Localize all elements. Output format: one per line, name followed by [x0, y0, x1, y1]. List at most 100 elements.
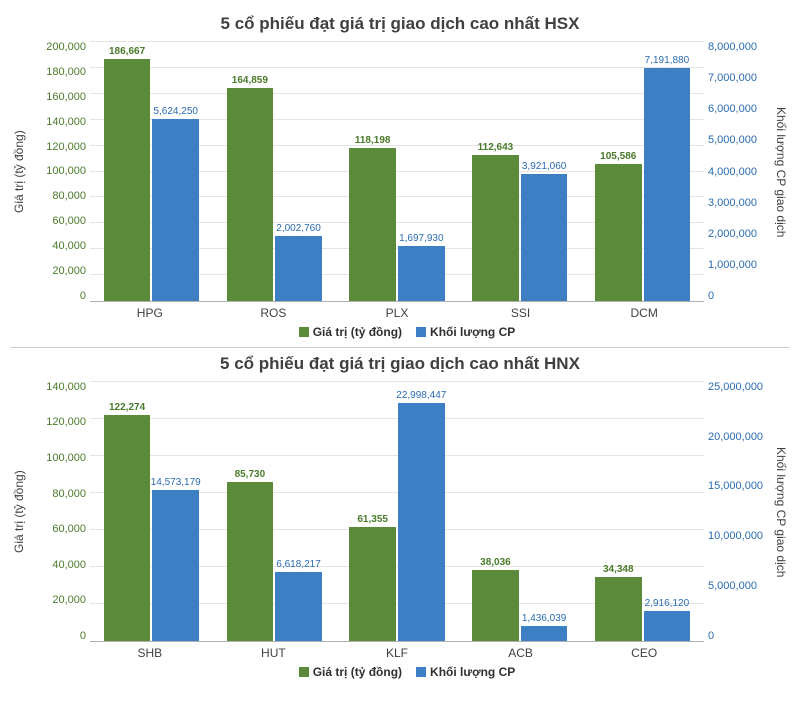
category-group: 164,8592,002,760 [213, 42, 336, 301]
bar-label: 1,436,039 [497, 613, 590, 626]
y-left-tick: 60,000 [52, 216, 86, 227]
bars-layer: 186,6675,624,250164,8592,002,760118,1981… [90, 42, 704, 301]
bar-label: 85,730 [203, 469, 296, 482]
y-right-tick: 7,000,000 [708, 73, 757, 84]
y-left-tick: 40,000 [52, 560, 86, 571]
bar-label: 164,859 [203, 75, 296, 88]
x-tick-label: PLX [335, 306, 459, 320]
category-group: 38,0361,436,039 [458, 382, 581, 641]
y-left-axis: 140,000120,000100,00080,00060,00040,0002… [28, 382, 90, 642]
bar-volume: 2,002,760 [275, 236, 322, 301]
category-group: 105,5867,191,880 [581, 42, 704, 301]
bar-value: 112,643 [472, 155, 519, 301]
y-left-label: Giá trị (tỷ đồng) [10, 42, 28, 302]
y-left-tick: 100,000 [46, 453, 86, 464]
category-group: 61,35522,998,447 [336, 382, 459, 641]
y-left-label: Giá trị (tỷ đồng) [10, 382, 28, 642]
bar-label: 186,667 [80, 46, 173, 59]
bar-volume: 14,573,179 [152, 490, 199, 641]
y-left-tick: 140,000 [46, 382, 86, 393]
y-right-tick: 8,000,000 [708, 42, 757, 53]
y-left-tick: 60,000 [52, 524, 86, 535]
bar-label: 6,618,217 [252, 559, 345, 572]
category-group: 118,1981,697,930 [336, 42, 459, 301]
charts-container: 5 cổ phiếu đạt giá trị giao dịch cao nhấ… [10, 14, 790, 679]
y-left-tick: 40,000 [52, 241, 86, 252]
category-group: 85,7306,618,217 [213, 382, 336, 641]
x-tick-label: DCM [582, 306, 706, 320]
chart-title: 5 cổ phiếu đạt giá trị giao dịch cao nhấ… [10, 14, 790, 34]
y-left-tick: 0 [80, 291, 86, 302]
bar-value: 118,198 [349, 148, 396, 301]
bar-label: 22,998,447 [375, 390, 468, 403]
bar-label: 2,916,120 [620, 598, 713, 611]
y-right-tick: 2,000,000 [708, 229, 757, 240]
chart-title: 5 cổ phiếu đạt giá trị giao dịch cao nhấ… [10, 354, 790, 374]
y-left-tick: 160,000 [46, 92, 86, 103]
y-right-tick: 20,000,000 [708, 432, 763, 443]
bar-volume: 22,998,447 [398, 403, 445, 641]
bar-volume: 2,916,120 [644, 611, 691, 641]
y-right-tick: 5,000,000 [708, 135, 757, 146]
y-right-axis: 25,000,000 20,000,000 15,000,000 10,000,000… [704, 382, 772, 642]
bar-value: 164,859 [227, 88, 274, 301]
bar-label: 1,697,930 [375, 233, 468, 246]
bar-value: 61,355 [349, 527, 396, 641]
category-group: 186,6675,624,250 [90, 42, 213, 301]
y-left-tick: 100,000 [46, 166, 86, 177]
chart-panel: 5 cổ phiếu đạt giá trị giao dịch cao nhấ… [10, 14, 790, 348]
x-tick-label: SSI [459, 306, 583, 320]
y-right-tick: 1,000,000 [708, 260, 757, 271]
plot-row: Giá trị (tỷ đồng)140,000120,000100,00080… [10, 382, 790, 642]
y-right-tick: 15,000,000 [708, 481, 763, 492]
y-right-axis: 8,000,0007,000,0006,000,0005,000,0004,00… [704, 42, 772, 302]
y-left-tick: 20,000 [52, 595, 86, 606]
legend-label: Giá trị (tỷ đồng) [313, 665, 402, 679]
chart-panel: 5 cổ phiếu đạt giá trị giao dịch cao nhấ… [10, 354, 790, 679]
x-tick-label: SHB [88, 646, 212, 660]
bar-value: 105,586 [595, 164, 642, 301]
bar-label: 34,348 [572, 564, 665, 577]
bar-label: 118,198 [326, 135, 419, 148]
category-group: 122,27414,573,179 [90, 382, 213, 641]
legend: Giá trị (tỷ đồng) Khối lượng CP [10, 664, 790, 679]
y-right-tick: 4,000,000 [708, 167, 757, 178]
legend-swatch [299, 327, 309, 337]
y-right-tick: 25,000,000 [708, 382, 763, 393]
bars-layer: 122,27414,573,17985,7306,618,21761,35522… [90, 382, 704, 641]
bar-volume: 1,436,039 [521, 626, 568, 641]
plot-area: 122,27414,573,17985,7306,618,21761,35522… [90, 382, 704, 642]
bar-label: 112,643 [449, 142, 542, 155]
legend-label: Khối lượng CP [430, 325, 515, 339]
y-left-tick: 120,000 [46, 417, 86, 428]
legend-label: Giá trị (tỷ đồng) [313, 325, 402, 339]
x-axis: HPGROSPLXSSIDCM [10, 306, 790, 320]
legend-label: Khối lượng CP [430, 665, 515, 679]
bar-value: 122,274 [104, 415, 151, 641]
bar-value: 38,036 [472, 570, 519, 640]
y-left-tick: 20,000 [52, 266, 86, 277]
legend-swatch [299, 667, 309, 677]
y-right-tick: 5,000,000 [708, 581, 757, 592]
x-tick-label: HUT [212, 646, 336, 660]
y-left-tick: 180,000 [46, 67, 86, 78]
y-right-tick: 10,000,000 [708, 531, 763, 542]
bar-volume: 3,921,060 [521, 174, 568, 301]
category-group: 112,6433,921,060 [458, 42, 581, 301]
y-left-tick: 140,000 [46, 117, 86, 128]
bar-label: 2,002,760 [252, 223, 345, 236]
legend: Giá trị (tỷ đồng) Khối lượng CP [10, 324, 790, 339]
x-tick-label: KLF [335, 646, 459, 660]
y-left-tick: 0 [80, 631, 86, 642]
bar-value: 186,667 [104, 59, 151, 301]
y-right-tick: 0 [708, 631, 714, 642]
bar-label: 38,036 [449, 557, 542, 570]
legend-swatch [416, 327, 426, 337]
plot-row: Giá trị (tỷ đồng)200,000180,000160,00014… [10, 42, 790, 302]
bar-volume: 5,624,250 [152, 119, 199, 301]
y-right-tick: 3,000,000 [708, 198, 757, 209]
bar-volume: 1,697,930 [398, 246, 445, 301]
x-tick-label: CEO [582, 646, 706, 660]
bar-volume: 6,618,217 [275, 572, 322, 641]
bar-label: 7,191,880 [620, 55, 713, 68]
